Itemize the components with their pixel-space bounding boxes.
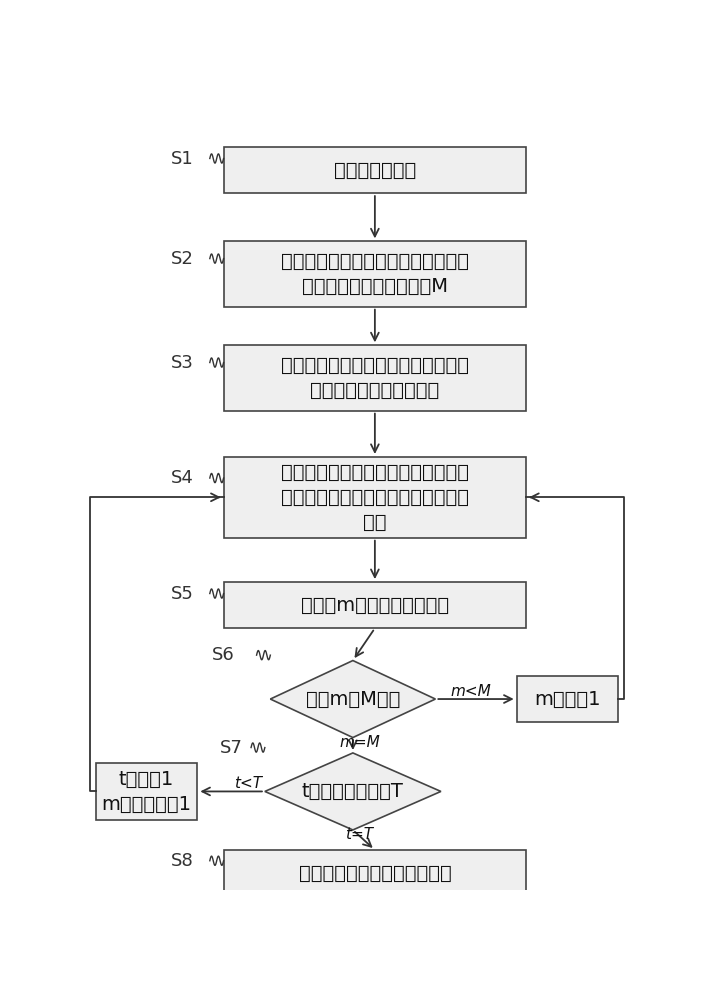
Text: S1: S1 [170,149,193,167]
Text: S8: S8 [170,852,193,870]
Text: S6: S6 [212,646,234,664]
Polygon shape [265,753,441,830]
Text: 对待量化矢量，利用新的码本，寻找
使得系统失真最小的最优胞腔和量化
索引: 对待量化矢量，利用新的码本，寻找 使得系统失真最小的最优胞腔和量化 索引 [281,463,469,532]
Text: 比较m与M的值: 比较m与M的值 [306,690,400,709]
Text: S3: S3 [170,354,193,372]
FancyBboxPatch shape [224,241,526,307]
FancyBboxPatch shape [224,147,526,193]
FancyBboxPatch shape [224,850,526,896]
FancyBboxPatch shape [224,582,526,628]
Text: S2: S2 [170,250,193,268]
Text: m<M: m<M [451,684,491,699]
Text: S7: S7 [220,739,243,757]
Text: t的值加1
m的值重置为1: t的值加1 m的值重置为1 [102,769,192,813]
Text: m=M: m=M [339,735,380,750]
Polygon shape [271,661,435,738]
Text: t是否达到预设值T: t是否达到预设值T [302,782,404,801]
FancyBboxPatch shape [224,457,526,538]
Text: 对各模式各级初始化码本进行码本索
引的重排，获得新的码本: 对各模式各级初始化码本进行码本索 引的重排，获得新的码本 [281,356,469,400]
Text: 更新第m级各模式最优码字: 更新第m级各模式最优码字 [301,596,449,615]
Text: t=T: t=T [345,827,373,842]
Text: 对待量化矢量进行训练，获得各模式
各级初始化码本，级数为M: 对待量化矢量进行训练，获得各模式 各级初始化码本，级数为M [281,252,469,296]
FancyBboxPatch shape [96,763,197,820]
Text: t<T: t<T [234,776,263,791]
Text: 输出待量化矢量: 输出待量化矢量 [334,161,416,180]
Text: m的值加1: m的值加1 [534,690,601,709]
Text: S5: S5 [170,585,193,603]
Text: 获取最后一次迭代得出的码本: 获取最后一次迭代得出的码本 [298,864,452,883]
FancyBboxPatch shape [224,345,526,411]
Text: S4: S4 [170,469,193,487]
FancyBboxPatch shape [517,676,618,722]
